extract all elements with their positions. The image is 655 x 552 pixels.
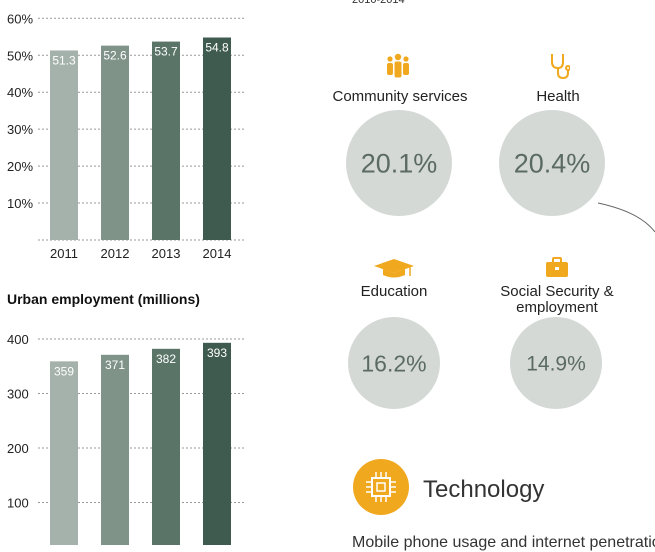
y-tick-label-c1-20: 20% xyxy=(7,159,33,174)
bar-value-label-c1-2012: 52.6 xyxy=(103,49,127,63)
bar-c1-2012 xyxy=(101,45,129,240)
service-label-community: Community services xyxy=(332,88,468,105)
bar-c1-2011 xyxy=(50,50,78,240)
service-label-social-security: Social Security & employment xyxy=(500,283,614,316)
service-value-4: 14.9% xyxy=(526,353,586,376)
y-tick-label-c2-300: 300 xyxy=(7,387,29,402)
x-tick-label-c1-2014: 2014 xyxy=(203,246,232,261)
bar-c2-2012 xyxy=(101,354,129,545)
bar-c2-2011 xyxy=(50,361,78,545)
service-label-health: Health xyxy=(536,88,580,105)
y-tick-label-c1-10: 10% xyxy=(7,196,33,211)
bar-c2-2014 xyxy=(203,342,231,545)
bar-value-label-c1-2014: 54.8 xyxy=(205,41,229,55)
service-value-2: 20.4% xyxy=(514,149,591,179)
y-tick-label-c2-100: 100 xyxy=(7,496,29,511)
bar-value-label-c2-2012: 371 xyxy=(105,358,125,372)
y-tick-label-c2-200: 200 xyxy=(7,441,29,456)
bar-c2-2013 xyxy=(152,348,180,545)
bar-value-label-c1-2013: 53.7 xyxy=(154,45,178,59)
chart-title-urban-employment: Urban employment (millions) xyxy=(7,291,200,307)
service-value-1: 20.1% xyxy=(361,149,438,179)
technology-description: Mobile phone usage and internet penetrat… xyxy=(352,534,655,551)
bar-c1-2013 xyxy=(152,41,180,241)
bar-c1-2014 xyxy=(203,37,231,240)
x-tick-label-c1-2013: 2013 xyxy=(152,246,181,261)
service-circle-4 xyxy=(510,317,602,409)
bar-value-label-c2-2014: 393 xyxy=(207,346,227,360)
y-tick-label-c1-60: 60% xyxy=(7,11,33,26)
service-circle-3 xyxy=(348,317,440,409)
bar-value-label-c1-2011: 51.3 xyxy=(52,53,76,67)
service-label-education: Education xyxy=(360,283,428,300)
x-tick-label-c1-2011: 2011 xyxy=(50,246,78,261)
y-tick-label-c1-40: 40% xyxy=(7,85,33,100)
y-tick-label-c2-400: 400 xyxy=(7,332,29,347)
y-tick-label-c1-30: 30% xyxy=(7,122,33,137)
service-value-3: 16.2% xyxy=(361,350,426,376)
technology-label: Technology xyxy=(423,476,545,503)
y-tick-label-c1-50: 50% xyxy=(7,48,33,63)
x-tick-label-c1-2012: 2012 xyxy=(101,246,130,261)
bar-value-label-c2-2011: 359 xyxy=(54,364,74,378)
service-circle-1 xyxy=(346,110,452,216)
bar-value-label-c2-2013: 382 xyxy=(156,352,176,366)
service-circle-2 xyxy=(499,110,605,216)
connector-line xyxy=(597,202,655,233)
header-fragment: 2010-2014 xyxy=(352,0,405,6)
